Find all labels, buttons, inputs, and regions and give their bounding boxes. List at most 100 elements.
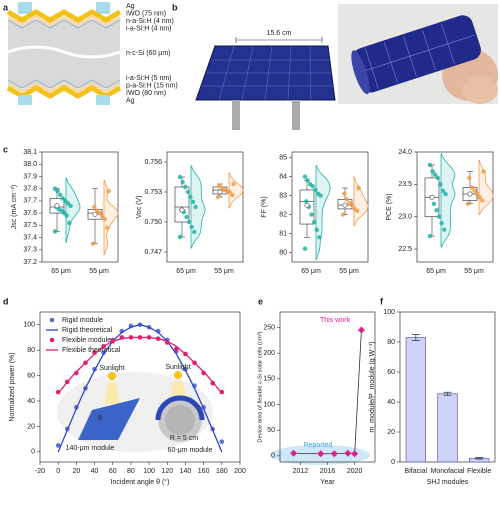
data-point xyxy=(342,191,347,196)
y-axis-label: PCE (%) xyxy=(386,193,393,220)
data-point xyxy=(469,185,475,190)
data-point xyxy=(184,214,189,220)
data-point xyxy=(313,187,318,193)
y-tick-label: 85 xyxy=(279,155,287,162)
inset-drawings xyxy=(57,371,213,452)
y-axis-label: FF (%) xyxy=(261,196,268,217)
error-bar xyxy=(411,334,420,341)
data-point xyxy=(302,246,308,251)
data-point xyxy=(465,201,471,206)
x-tick-label: 55 μm xyxy=(339,268,359,275)
legend-label: Rigid theoretical xyxy=(62,327,113,334)
data-point xyxy=(438,182,443,187)
mean xyxy=(342,202,348,208)
data-point xyxy=(201,370,206,376)
mean xyxy=(179,207,185,213)
y-tick-label: 38.1 xyxy=(23,149,37,156)
y-tick-label: 23.5 xyxy=(398,181,412,188)
annotation: Sunlight xyxy=(165,364,190,371)
x-tick-label: 2020 xyxy=(347,468,363,475)
x-tick-label: 40 xyxy=(91,468,99,475)
data-point xyxy=(357,326,365,334)
y-tick-label: 80 xyxy=(279,249,287,256)
data-point xyxy=(290,449,298,457)
mean xyxy=(304,202,310,208)
violin xyxy=(103,179,119,256)
panel-letter: e xyxy=(258,296,263,306)
x-tick-label: 65 μm xyxy=(301,268,321,275)
y-tick-label: 40 xyxy=(387,399,395,406)
plot-frame xyxy=(39,311,241,463)
y-tick-label: 37.5 xyxy=(23,222,37,229)
data-point xyxy=(315,191,321,196)
data-point xyxy=(92,204,97,210)
y-tick-label: 100 xyxy=(23,322,35,329)
y-tick-label: 0.750 xyxy=(144,219,162,226)
data-point xyxy=(188,194,193,200)
data-point xyxy=(90,241,96,246)
series-line xyxy=(57,324,223,453)
layer-stack xyxy=(6,2,122,105)
x-tick-label: 2012 xyxy=(293,468,309,475)
data-point xyxy=(52,229,58,234)
data-point xyxy=(436,214,442,219)
x-tick-label: 65 μm xyxy=(426,268,446,275)
x-tick-label: 100 xyxy=(143,468,155,475)
y-tick-label: 84 xyxy=(279,173,287,180)
y-tick-label: 80 xyxy=(387,339,395,346)
dimension-label: 15.6 cm xyxy=(267,30,292,37)
data-point xyxy=(431,201,437,206)
y-tick-label: 20 xyxy=(27,423,35,430)
plot-frame xyxy=(279,311,376,463)
y-tick-label: 0.753 xyxy=(144,189,162,196)
x-tick-label: Bifacial xyxy=(405,468,428,475)
data-point xyxy=(340,212,346,217)
x-tick-label: -20 xyxy=(35,468,45,475)
data-point xyxy=(58,192,63,197)
data-point xyxy=(302,174,308,179)
data-point xyxy=(443,191,448,197)
y-tick-label: 40 xyxy=(27,398,35,405)
panel-letter: a xyxy=(3,2,9,12)
data-point xyxy=(344,449,352,457)
y-tick-label: 0.756 xyxy=(144,159,162,166)
module-illustration xyxy=(195,37,336,130)
y-tick-label: 20 xyxy=(387,429,395,436)
violin xyxy=(353,176,369,226)
layer-label: i-a-Si:H (5 nm) xyxy=(126,75,172,82)
data-point xyxy=(60,196,65,201)
data-point xyxy=(474,191,480,197)
data-point xyxy=(177,234,183,240)
violin xyxy=(315,165,331,261)
y-tick-label: 200 xyxy=(263,350,275,357)
x-tick-label: 180 xyxy=(216,468,228,475)
data-point xyxy=(467,175,472,181)
data-point xyxy=(308,182,313,187)
data-point xyxy=(55,443,61,448)
layer-label: i-a-Si:H (4 nm) xyxy=(126,25,172,32)
data-point xyxy=(330,450,338,458)
data-point xyxy=(74,370,79,376)
x-tick-label: 80 xyxy=(127,468,135,475)
series-line xyxy=(57,336,223,394)
y-tick-label: 37.4 xyxy=(23,234,37,241)
mean xyxy=(54,203,60,209)
data-point xyxy=(427,233,433,239)
panel-letter: c xyxy=(3,144,8,154)
data-point xyxy=(193,204,198,210)
legend-symbol xyxy=(49,337,55,343)
data-point xyxy=(311,219,317,225)
y-axis-label: m_module/P_module (g W⁻¹) xyxy=(369,341,376,432)
data-point xyxy=(442,227,447,232)
data-point xyxy=(430,169,435,174)
data-point xyxy=(317,450,325,458)
mean xyxy=(217,189,223,195)
data-point xyxy=(356,185,361,191)
y-tick-label: 37.8 xyxy=(23,186,37,193)
layer-label: IWO (80 nm) xyxy=(126,90,166,97)
layer-label: n-c-Si (60 μm) xyxy=(126,50,170,57)
data-point xyxy=(481,169,486,174)
y-tick-label: 24.0 xyxy=(398,149,412,156)
series-line xyxy=(293,329,362,455)
